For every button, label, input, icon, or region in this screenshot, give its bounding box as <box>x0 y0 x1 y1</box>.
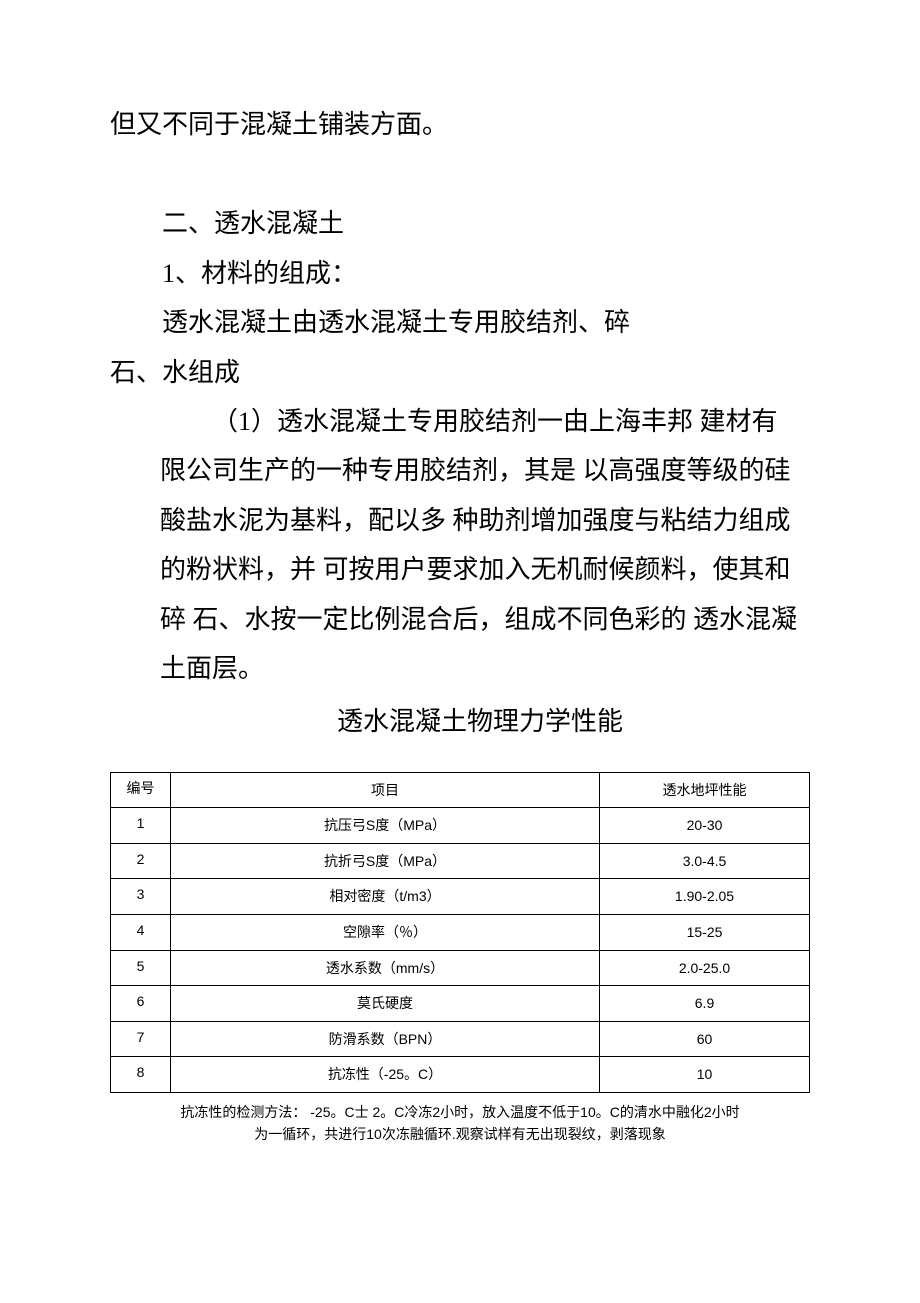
cell-val: 60 <box>600 1021 810 1057</box>
sub1-body-line-b: 石、水组成 <box>110 348 810 397</box>
cell-num: 2 <box>111 843 171 879</box>
document-body: 但又不同于混凝土铺装方面。 二、透水混凝土 1、材料的组成： 透水混凝土由透水混… <box>110 100 810 1146</box>
footnote-line2: 为一循环，共进行10次冻融循环.观察试样有无出现裂纹，剥落现象 <box>120 1123 800 1145</box>
cell-item: 相对密度（t/m3） <box>171 879 600 915</box>
footnote-line1: 抗冻性的检测方法： -25。C士 2。C冷冻2小时，放入温度不低于10。C的清水… <box>180 1104 739 1120</box>
cell-num: 5 <box>111 950 171 986</box>
table-row: 6 莫氏硬度 6.9 <box>111 986 810 1022</box>
cell-val: 10 <box>600 1057 810 1093</box>
item-1-text: （1）透水混凝土专用胶结剂一由上海丰邦 建材有限公司生产的一种专用胶结剂，其是 … <box>160 397 800 693</box>
cell-num: 1 <box>111 808 171 844</box>
cell-num: 3 <box>111 879 171 915</box>
table-row: 5 透水系数（mm/s） 2.0-25.0 <box>111 950 810 986</box>
col-header-val: 透水地坪性能 <box>600 772 810 808</box>
table-row: 1 抗压弓S度（MPa） 20-30 <box>111 808 810 844</box>
cell-num: 7 <box>111 1021 171 1057</box>
table-title: 透水混凝土物理力学性能 <box>160 697 800 746</box>
cell-item: 透水系数（mm/s） <box>171 950 600 986</box>
cell-item: 莫氏硬度 <box>171 986 600 1022</box>
properties-table: 编号 项目 透水地坪性能 1 抗压弓S度（MPa） 20-30 2 抗折弓S度（… <box>110 772 810 1093</box>
table-row: 8 抗冻性（-25。C） 10 <box>111 1057 810 1093</box>
item-1-block: （1）透水混凝土专用胶结剂一由上海丰邦 建材有限公司生产的一种专用胶结剂，其是 … <box>110 397 810 747</box>
cell-val: 2.0-25.0 <box>600 950 810 986</box>
cell-item: 空隙率（％） <box>171 915 600 951</box>
cell-num: 6 <box>111 986 171 1022</box>
subheading-1: 1、材料的组成： <box>110 249 810 298</box>
col-header-num: 编号 <box>111 772 171 808</box>
cell-val: 15-25 <box>600 915 810 951</box>
cell-num: 8 <box>111 1057 171 1093</box>
cell-item: 抗冻性（-25。C） <box>171 1057 600 1093</box>
cell-item: 抗压弓S度（MPa） <box>171 808 600 844</box>
cell-item: 防滑系数（BPN） <box>171 1021 600 1057</box>
cell-val: 6.9 <box>600 986 810 1022</box>
col-header-item: 项目 <box>171 772 600 808</box>
cell-num: 4 <box>111 915 171 951</box>
table-row: 3 相对密度（t/m3） 1.90-2.05 <box>111 879 810 915</box>
table-header-row: 编号 项目 透水地坪性能 <box>111 772 810 808</box>
table-row: 7 防滑系数（BPN） 60 <box>111 1021 810 1057</box>
heading-section-2: 二、透水混凝土 <box>110 199 810 248</box>
cell-val: 1.90-2.05 <box>600 879 810 915</box>
table-row: 2 抗折弓S度（MPa） 3.0-4.5 <box>111 843 810 879</box>
sub1-body-line-a: 透水混凝土由透水混凝土专用胶结剂、碎 <box>110 298 810 347</box>
cell-val: 3.0-4.5 <box>600 843 810 879</box>
cell-item: 抗折弓S度（MPa） <box>171 843 600 879</box>
table-footnote: 抗冻性的检测方法： -25。C士 2。C冷冻2小时，放入温度不低于10。C的清水… <box>110 1101 810 1146</box>
paragraph-1: 但又不同于混凝土铺装方面。 <box>110 100 810 149</box>
table-row: 4 空隙率（％） 15-25 <box>111 915 810 951</box>
cell-val: 20-30 <box>600 808 810 844</box>
